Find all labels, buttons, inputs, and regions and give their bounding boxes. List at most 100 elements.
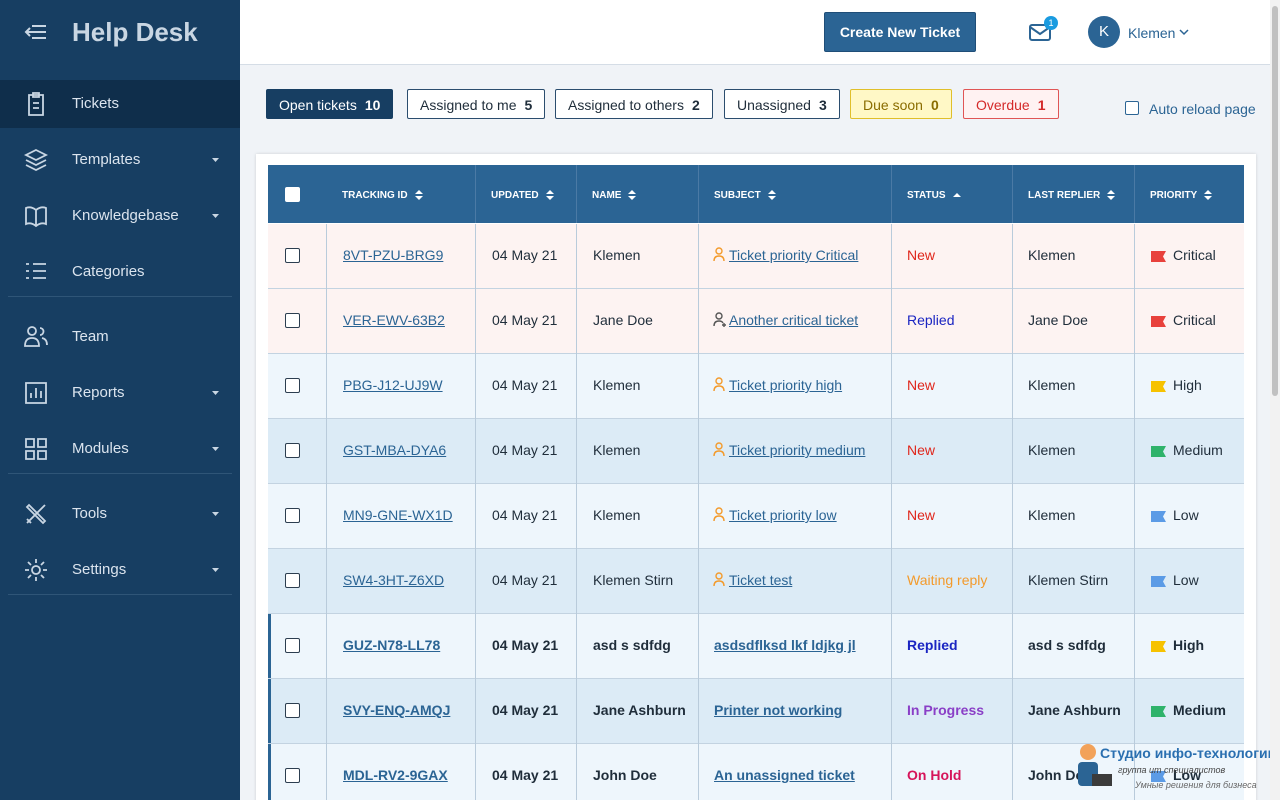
auto-reload-checkbox[interactable]: [1125, 101, 1139, 115]
sort-icon[interactable]: [414, 189, 423, 201]
sort-icon[interactable]: [628, 189, 637, 201]
menu-label: Team: [72, 328, 109, 345]
column-header[interactable]: STATUS: [907, 189, 961, 201]
filter-button[interactable]: Open tickets 10: [266, 89, 394, 119]
menu-item[interactable]: Templates: [0, 136, 240, 184]
menu-label: Settings: [72, 561, 127, 578]
ticket-subject[interactable]: Ticket priority high: [729, 377, 843, 393]
priority-flag: [1151, 446, 1166, 457]
filter-label: Assigned to others: [568, 97, 684, 113]
ticket-subject[interactable]: Ticket test: [729, 572, 793, 588]
scrollbar[interactable]: [1270, 0, 1280, 800]
sort-icon[interactable]: [1107, 189, 1116, 201]
table-row[interactable]: GUZ-N78-LL78 04 May 21 asd s sdfdg asdsdflk…: [268, 614, 1244, 679]
column-header[interactable]: PRIORITY: [1150, 189, 1213, 201]
tracking-id[interactable]: SW4-3HT-Z6XD: [343, 572, 445, 588]
ticket-subject[interactable]: Ticket priority medium: [729, 442, 866, 458]
menu-item[interactable]: Tools: [0, 490, 240, 538]
ticket-status: New: [907, 377, 936, 393]
filter-button[interactable]: Unassigned 3: [724, 89, 840, 119]
ticket-subject[interactable]: Printer not working: [714, 702, 843, 718]
column-header[interactable]: LAST REPLIER: [1028, 189, 1116, 201]
filter-button[interactable]: Overdue 1: [963, 89, 1059, 119]
tracking-id[interactable]: VER-EWV-63B2: [343, 312, 445, 328]
ticket-subject[interactable]: Ticket priority Critical: [729, 247, 859, 263]
filter-button[interactable]: Assigned to me 5: [407, 89, 546, 119]
menu-item[interactable]: Team: [0, 313, 240, 361]
user-avatar[interactable]: K: [1088, 16, 1120, 48]
table-row[interactable]: PBG-J12-UJ9W 04 May 21 Klemen Ticket priori…: [268, 354, 1244, 419]
row-checkbox[interactable]: [285, 703, 300, 718]
ticket-status: Replied: [907, 312, 955, 328]
table-row[interactable]: MN9-GNE-WX1D 04 May 21 Klemen Ticket priori…: [268, 484, 1244, 549]
assignee-icon: [713, 442, 725, 457]
tracking-id[interactable]: GUZ-N78-LL78: [343, 637, 441, 653]
ticket-priority: Low: [1173, 767, 1201, 783]
tracking-id[interactable]: PBG-J12-UJ9W: [343, 377, 443, 393]
user-name[interactable]: Klemen: [1128, 25, 1176, 41]
menu-item[interactable]: Settings: [0, 546, 240, 594]
column-divider: [576, 614, 577, 679]
column-divider: [698, 224, 699, 289]
tracking-id[interactable]: MN9-GNE-WX1D: [343, 507, 453, 523]
column-divider: [576, 744, 577, 800]
row-checkbox[interactable]: [285, 768, 300, 783]
menu-icon: [25, 559, 47, 581]
table-row[interactable]: GST-MBA-DYA6 04 May 21 Klemen Ticket priori…: [268, 419, 1244, 484]
row-checkbox[interactable]: [285, 313, 300, 328]
ticket-subject[interactable]: Another critical ticket: [729, 312, 859, 328]
column-divider: [326, 549, 327, 614]
create-ticket-button[interactable]: Create New Ticket: [824, 12, 976, 52]
tracking-id[interactable]: SVY-ENQ-AMQJ: [343, 702, 451, 718]
column-header[interactable]: TRACKING ID: [342, 189, 423, 201]
menu-item[interactable]: Tickets: [0, 80, 240, 128]
menu-item[interactable]: Reports: [0, 369, 240, 417]
column-divider: [891, 549, 892, 614]
ticket-subject[interactable]: asdsdflksd lkf ldjkg jl: [714, 637, 856, 653]
menu-label: Tools: [72, 505, 108, 522]
table-row[interactable]: SVY-ENQ-AMQJ 04 May 21 Jane Ashburn Printer…: [268, 679, 1244, 744]
sort-icon[interactable]: [1204, 189, 1213, 201]
menu-item[interactable]: Modules: [0, 425, 240, 473]
row-checkbox[interactable]: [285, 443, 300, 458]
column-divider: [1134, 419, 1135, 484]
column-header[interactable]: SUBJECT: [714, 189, 776, 201]
row-checkbox[interactable]: [285, 378, 300, 393]
tracking-id[interactable]: MDL-RV2-9GAX: [343, 767, 448, 783]
column-header[interactable]: NAME: [592, 189, 637, 201]
priority-flag: [1151, 576, 1166, 587]
menu-item[interactable]: Categories: [0, 248, 240, 296]
table-row[interactable]: SW4-3HT-Z6XD 04 May 21 Klemen Stirn Ticket …: [268, 549, 1244, 614]
filter-button[interactable]: Due soon 0: [850, 89, 952, 119]
row-checkbox[interactable]: [285, 248, 300, 263]
row-checkbox[interactable]: [285, 508, 300, 523]
column-divider: [1134, 744, 1135, 800]
row-checkbox[interactable]: [285, 638, 300, 653]
ticket-subject[interactable]: An unassigned ticket: [714, 767, 855, 783]
column-divider: [1012, 354, 1013, 419]
table-row[interactable]: VER-EWV-63B2 04 May 21 Jane Doe Another cri…: [268, 289, 1244, 354]
priority-flag: [1151, 316, 1166, 327]
priority-flag: [1151, 251, 1166, 262]
column-divider: [475, 289, 476, 354]
sort-icon[interactable]: [767, 189, 776, 201]
brand-title: Help Desk: [72, 17, 198, 47]
table-row[interactable]: 8VT-PZU-BRG9 04 May 21 Klemen Ticket priori…: [268, 224, 1244, 289]
row-checkbox[interactable]: [285, 573, 300, 588]
select-all-checkbox[interactable]: [285, 187, 300, 202]
mail-icon[interactable]: [1028, 22, 1052, 42]
tracking-id[interactable]: GST-MBA-DYA6: [343, 442, 447, 458]
sort-icon[interactable]: [952, 189, 961, 201]
filter-count: 3: [818, 97, 827, 113]
watermark-line: группа ит специалистов: [1118, 765, 1226, 775]
column-header[interactable]: UPDATED: [491, 189, 554, 201]
auto-reload-label[interactable]: Auto reload page: [1149, 101, 1256, 117]
ticket-subject[interactable]: Ticket priority low: [729, 507, 837, 523]
tracking-id[interactable]: 8VT-PZU-BRG9: [343, 247, 444, 263]
sort-icon[interactable]: [545, 189, 554, 201]
collapse-icon[interactable]: [24, 22, 48, 42]
filter-button[interactable]: Assigned to others 2: [555, 89, 713, 119]
menu-item[interactable]: Knowledgebase: [0, 192, 240, 240]
column-divider: [475, 165, 476, 223]
scroll-thumb[interactable]: [1272, 6, 1278, 396]
